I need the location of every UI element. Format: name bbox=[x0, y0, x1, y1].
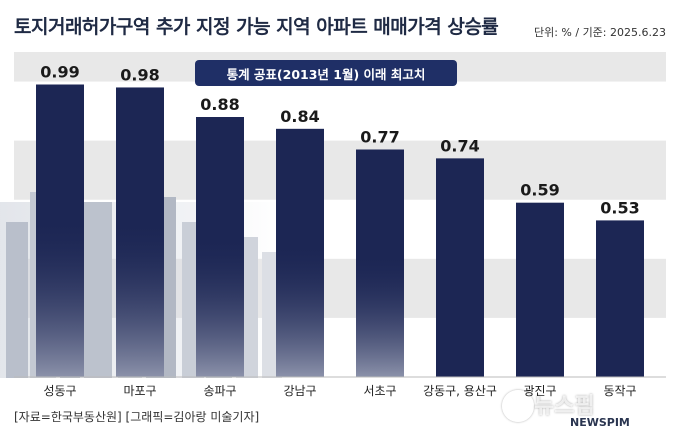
chart-title: 토지거래허가구역 추가 지정 가능 지역 아파트 매매가격 상승률 bbox=[14, 16, 499, 38]
data-label: 0.53 bbox=[600, 198, 639, 217]
unit-note: 단위: % / 기준: 2025.6.23 bbox=[533, 26, 666, 39]
bar bbox=[436, 158, 484, 377]
data-label: 0.98 bbox=[120, 65, 159, 84]
bar-fade bbox=[116, 217, 164, 377]
category-label: 강남구 bbox=[283, 384, 317, 398]
category-label: 서초구 bbox=[363, 384, 397, 398]
watermark-text: 뉴스핌 bbox=[534, 394, 595, 419]
bar-fade bbox=[276, 240, 324, 377]
bar bbox=[596, 220, 644, 377]
chart-plot: 0.99 0.98 0.88 0.84 0.77 0.74 0.59 0.53 bbox=[0, 52, 666, 378]
category-label: 광진구 bbox=[523, 384, 557, 398]
record-high-badge: 통계 공표(2013년 1월) 이래 최고치 bbox=[195, 60, 457, 86]
watermark-sub: NEWSPIM bbox=[570, 416, 630, 429]
bar-fade bbox=[36, 216, 84, 377]
newspim-logo-icon bbox=[502, 390, 534, 422]
data-label: 0.88 bbox=[200, 95, 239, 114]
newspim-watermark: 뉴스핌 NEWSPIM bbox=[500, 386, 670, 436]
data-label: 0.84 bbox=[280, 107, 319, 126]
data-label: 0.74 bbox=[440, 136, 479, 155]
category-label: 마포구 bbox=[123, 384, 157, 398]
category-label: 강동구, 용산구 bbox=[423, 384, 497, 398]
data-label: 0.77 bbox=[360, 128, 399, 147]
bar bbox=[516, 202, 564, 377]
bar-fade bbox=[196, 234, 244, 377]
data-label: 0.99 bbox=[40, 63, 79, 82]
data-label: 0.59 bbox=[520, 181, 559, 200]
category-label: 성동구 bbox=[43, 384, 77, 398]
category-label: 송파구 bbox=[203, 384, 237, 398]
source-credit: [자료=한국부동산원] [그래픽=김아랑 미술기자] bbox=[14, 410, 260, 424]
grid-band bbox=[14, 140, 666, 200]
bar-fade bbox=[356, 251, 404, 377]
category-label: 동작구 bbox=[603, 384, 637, 398]
